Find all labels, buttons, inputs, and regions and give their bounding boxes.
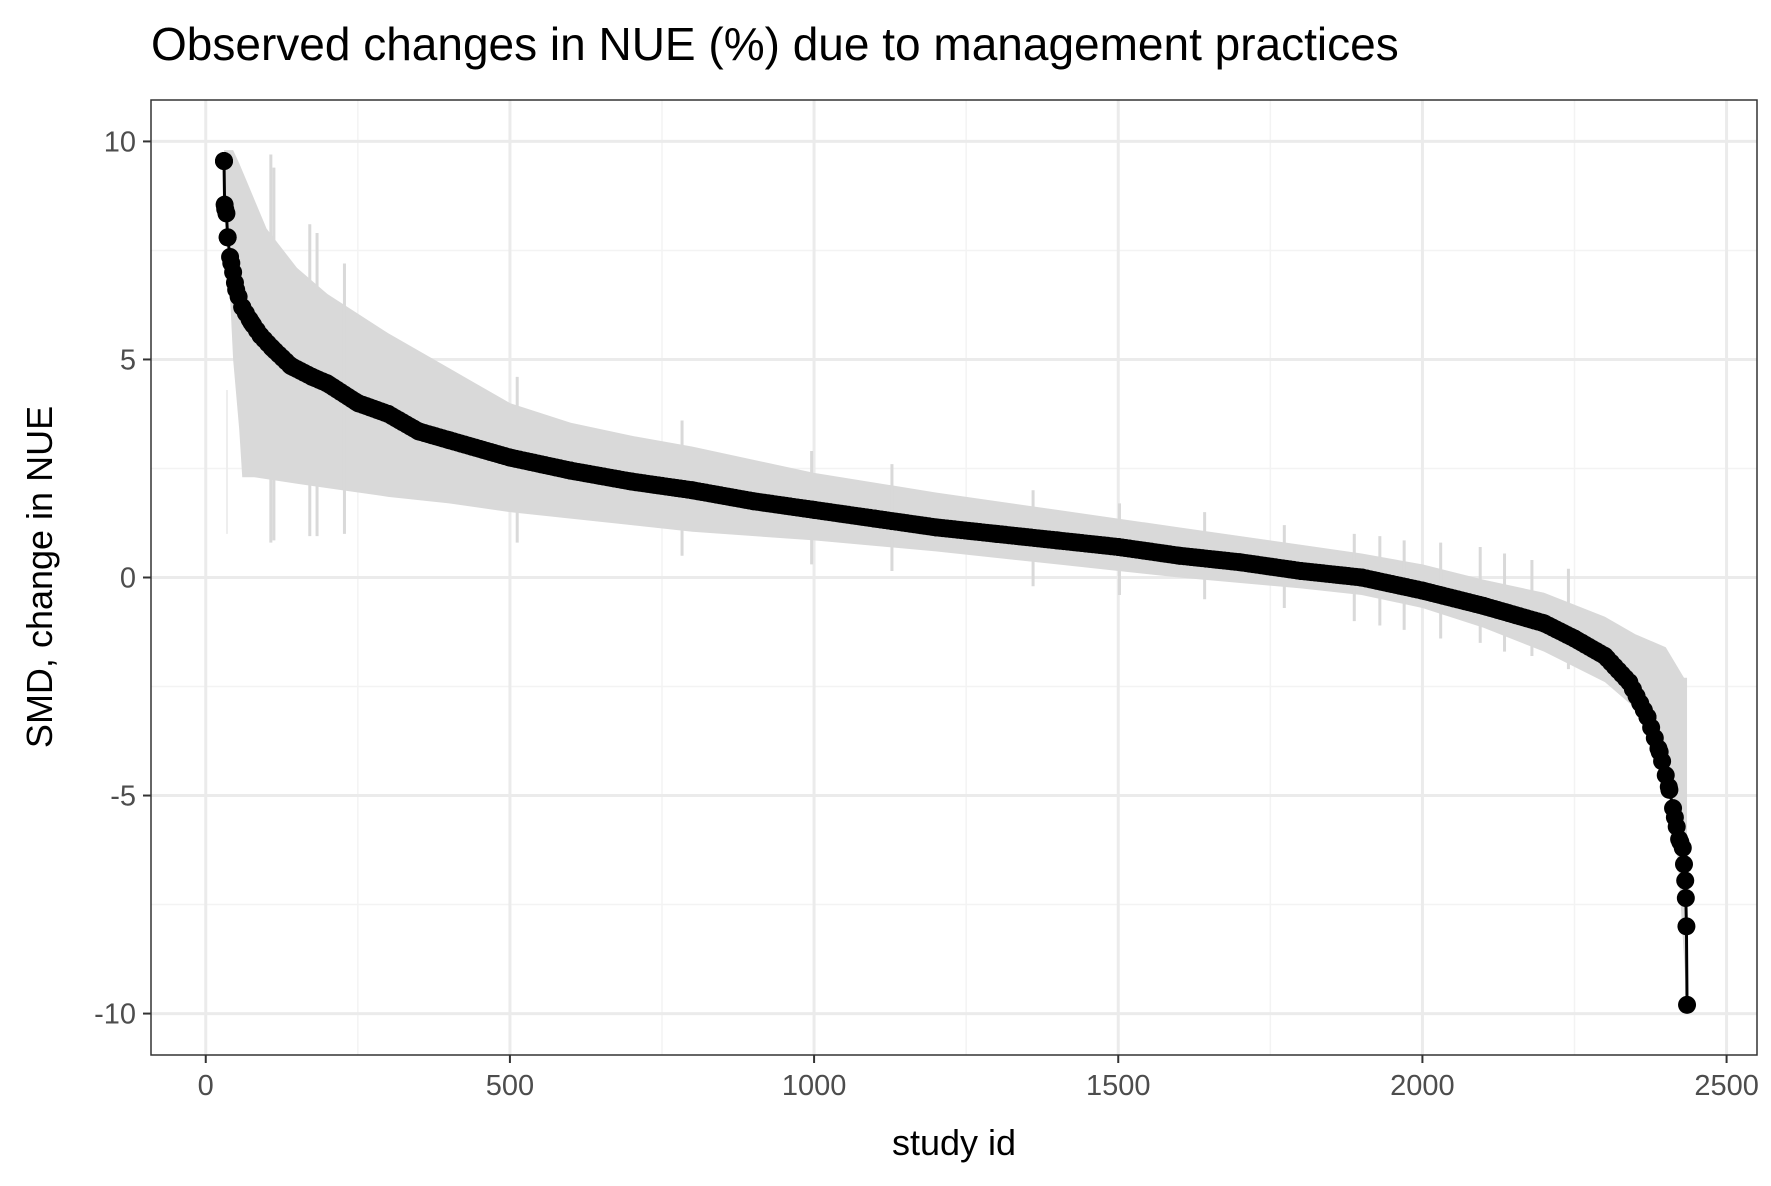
estimate-point: [1595, 646, 1614, 665]
estimate-point: [1352, 568, 1371, 587]
estimate-point: [233, 298, 252, 317]
x-tick-label: 1000: [782, 1070, 847, 1102]
estimate-point: [379, 404, 398, 423]
estimate-point: [215, 152, 233, 171]
estimate-point: [1291, 561, 1310, 580]
estimate-point: [987, 524, 1006, 543]
y-tick-label: 0: [120, 563, 136, 595]
estimate-point: [1565, 629, 1584, 648]
x-tick-label: 500: [486, 1070, 534, 1102]
estimate-point: [217, 204, 236, 223]
estimate-point: [1650, 742, 1669, 761]
estimate-point: [561, 461, 580, 480]
y-tick-label: 5: [120, 344, 136, 376]
estimate-point: [683, 481, 702, 500]
estimate-point: [409, 422, 428, 441]
estimate-point: [227, 280, 246, 299]
estimate-point: [805, 500, 824, 519]
estimate-point: [224, 263, 243, 282]
estimate-point: [1659, 777, 1678, 796]
estimate-point: [440, 431, 459, 450]
y-tick-label: -10: [94, 999, 136, 1031]
estimate-point-layer: [215, 152, 1697, 1014]
estimate-point: [1673, 838, 1692, 857]
y-axis-ticks: -10 -5 0 5 10: [94, 126, 151, 1031]
x-tick-label: 2000: [1390, 1070, 1455, 1102]
x-axis-ticks: 0 500 1000 1500 2000 2500: [198, 1055, 1759, 1102]
x-tick-label: 0: [198, 1070, 214, 1102]
estimate-point: [251, 326, 270, 345]
major-grid: [151, 100, 1757, 1055]
y-axis-title: SMD, change in NUE: [19, 406, 60, 748]
estimate-point: [221, 247, 240, 266]
chart-title: Observed changes in NUE (%) due to manag…: [151, 18, 1399, 70]
x-axis-title: study id: [892, 1122, 1016, 1163]
estimate-point: [348, 394, 367, 413]
estimate-point: [1230, 553, 1249, 572]
estimate-point: [500, 448, 519, 467]
estimate-point: [242, 313, 261, 332]
estimate-point: [1676, 889, 1695, 908]
estimate-point: [1170, 546, 1189, 565]
estimate-point: [1413, 581, 1432, 600]
estimate-point: [744, 492, 763, 511]
estimate-point: [1678, 995, 1697, 1014]
estimate-point: [1048, 531, 1067, 550]
y-tick-label: -5: [110, 781, 136, 813]
estimate-point: [1535, 614, 1554, 633]
estimate-point: [281, 357, 300, 375]
estimate-point: [1638, 708, 1657, 727]
estimate-point: [218, 228, 237, 247]
estimate-point: [1665, 808, 1684, 827]
estimate-point: [1474, 596, 1493, 615]
y-tick-label: 10: [104, 126, 136, 158]
estimate-point: [318, 374, 337, 393]
estimate-point: [1675, 855, 1693, 874]
estimate-point: [1620, 673, 1639, 692]
estimate-point: [1676, 871, 1695, 890]
x-tick-label: 1500: [1086, 1070, 1151, 1102]
estimate-point: [926, 518, 945, 537]
estimate-point: [303, 367, 322, 386]
estimate-point: [865, 509, 884, 528]
estimate-point: [263, 339, 282, 358]
estimate-point: [622, 472, 641, 491]
estimate-point: [1677, 917, 1696, 936]
x-tick-label: 2500: [1694, 1070, 1759, 1102]
estimate-point: [1109, 537, 1128, 556]
